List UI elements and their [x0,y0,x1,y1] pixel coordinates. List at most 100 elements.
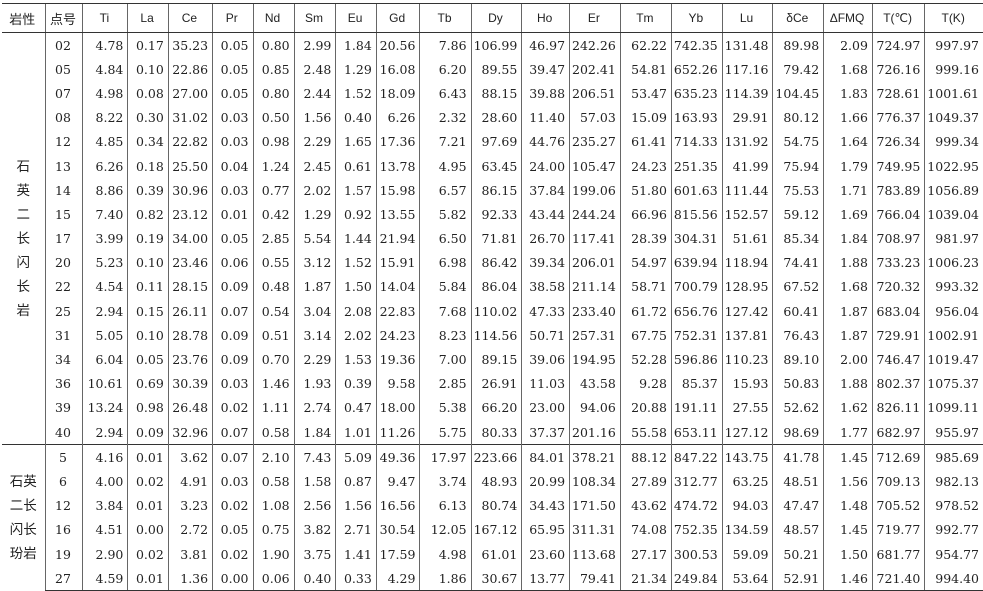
value-cell: 18.00 [375,395,420,420]
value-cell: 0.04 [212,153,254,179]
value-cell: 65.95 [521,517,570,542]
value-cell: 4.84 [82,57,128,82]
value-cell: 114.56 [470,323,522,348]
value-cell: 4.91 [167,469,213,494]
value-cell: 20.99 [521,469,570,494]
value-cell: 4.98 [419,541,472,567]
value-cell: 199.06 [569,178,621,203]
value-cell: 726.16 [871,57,925,82]
value-cell: 0.11 [127,274,169,300]
value-cell: 27.55 [721,395,773,420]
value-cell: 6.04 [82,347,128,372]
value-cell: 712.69 [871,444,925,470]
value-cell: 0.09 [127,420,169,445]
value-cell: 1.45 [823,517,873,542]
value-cell: 52.91 [772,566,824,591]
value-cell: 52.28 [619,347,672,372]
value-cell: 0.07 [212,420,254,445]
header-row: 岩性 点号 Ti La Ce Pr Nd Sm Eu Gd Tb Dy Ho Er Tm Yb Lu δCe ΔFM… [2,3,983,33]
value-cell: 62.22 [619,32,672,58]
value-cell: 6.50 [419,226,472,251]
value-cell: 75.53 [772,178,824,203]
column-header: Ce [167,3,213,33]
table-row: 13 6.26 0.18 25.50 0.04 1.24 2.45 0.61 13.78 4.95… [2,153,983,179]
value-cell: 54.97 [619,250,672,275]
value-cell: 79.42 [772,57,824,82]
value-cell: 6.26 [82,153,128,179]
value-cell: 714.33 [670,129,723,154]
value-cell: 94.03 [721,493,773,518]
value-cell: 7.40 [82,202,128,227]
value-cell: 0.77 [252,178,295,203]
value-cell: 76.43 [772,323,824,348]
value-cell: 1.50 [823,541,873,567]
value-cell: 3.62 [167,444,213,470]
value-cell: 1.87 [823,323,873,348]
rock-type-label: 二 [16,206,31,223]
value-cell: 17.97 [419,444,472,470]
value-cell: 4.95 [419,153,472,179]
value-cell: 85.34 [772,226,824,251]
table-row: 27 4.59 0.01 1.36 0.00 0.06 0.40 0.33 4.29 1.86 30… [2,566,983,591]
value-cell: 113.68 [569,541,621,567]
column-header: Nd [252,3,295,33]
value-cell: 0.51 [252,323,295,348]
value-cell: 5.23 [82,250,128,275]
column-header: Er [569,3,621,33]
value-cell: 2.08 [335,299,377,324]
value-cell: 1.69 [823,202,873,227]
value-cell: 53.47 [619,81,672,106]
value-cell: 724.97 [871,32,925,58]
value-cell: 41.78 [772,444,824,470]
value-cell: 1.90 [252,541,295,567]
value-cell: 2.85 [252,226,295,251]
value-cell: 97.69 [470,129,522,154]
value-cell: 1.36 [167,566,213,591]
value-cell: 11.40 [521,105,570,130]
value-cell: 18.09 [375,81,420,106]
point-id-cell: 15 [44,202,83,227]
value-cell: 3.23 [167,493,213,518]
value-cell: 982.13 [924,469,983,494]
column-header: Tb [419,3,472,33]
value-cell: 1.29 [293,202,336,227]
value-cell: 66.20 [470,395,522,420]
value-cell: 86.15 [470,178,522,203]
value-cell: 23.76 [167,347,213,372]
value-cell: 0.40 [335,105,377,130]
value-cell: 27.89 [619,469,672,494]
value-cell: 4.78 [82,32,128,58]
point-id-cell: 34 [44,347,83,372]
value-cell: 50.83 [772,371,824,396]
value-cell: 0.05 [212,81,254,106]
value-cell: 26.91 [470,371,522,396]
value-cell: 6.98 [419,250,472,275]
column-header: Yb [670,3,723,33]
value-cell: 474.72 [670,493,723,518]
value-cell: 981.97 [924,226,983,251]
value-cell: 0.34 [127,129,169,154]
value-cell: 733.23 [871,250,925,275]
point-id-cell: 6 [44,469,83,494]
value-cell: 85.37 [670,371,723,396]
table-row: 12 4.85 0.34 22.82 0.03 0.98 2.29 1.65 17.36 7.21… [2,129,983,154]
value-cell: 19.36 [375,347,420,372]
value-cell: 5.75 [419,420,472,445]
value-cell: 0.03 [212,129,254,154]
value-cell: 257.31 [569,323,621,348]
table-row: 17 3.99 0.19 34.00 0.05 2.85 5.54 1.44 21.94 6.50… [2,226,983,251]
value-cell: 0.85 [252,57,295,82]
value-cell: 0.09 [212,274,254,300]
point-id-cell: 16 [44,517,83,542]
table-row: 40 2.94 0.09 32.96 0.07 0.58 1.84 1.01 11.26 5.75… [2,420,983,445]
value-cell: 16.56 [375,493,420,518]
value-cell: 37.84 [521,178,570,203]
value-cell: 22.86 [167,57,213,82]
value-cell: 61.72 [619,299,672,324]
value-cell: 54.81 [619,57,672,82]
value-cell: 60.41 [772,299,824,324]
value-cell: 23.46 [167,250,213,275]
value-cell: 0.50 [252,105,295,130]
value-cell: 13.55 [375,202,420,227]
value-cell: 1.88 [823,250,873,275]
